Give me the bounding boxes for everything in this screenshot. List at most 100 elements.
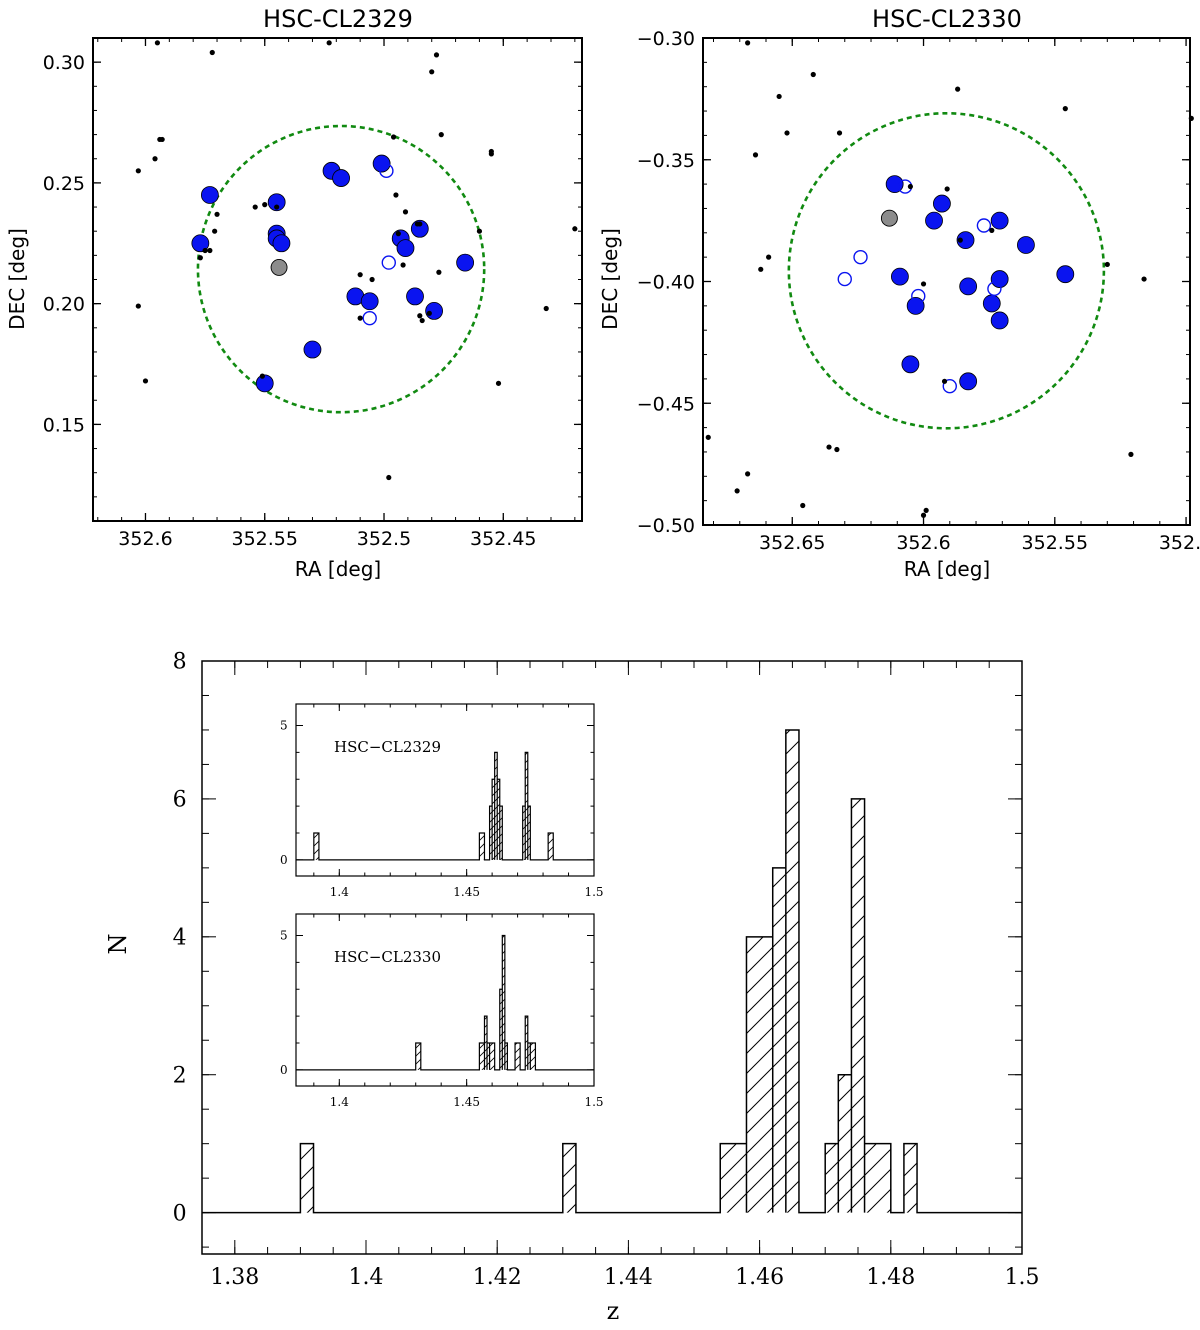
x-tick-label: 352.6 (118, 528, 172, 550)
member-galaxy-open-point (976, 218, 992, 233)
x-tick-label: 352.45 (470, 528, 536, 550)
field-galaxy-point (154, 40, 161, 46)
member-galaxy-point (990, 211, 1009, 230)
y-tick-label: −0.35 (637, 150, 695, 172)
field-galaxy-point (357, 315, 363, 321)
x-tick-label: 1.46 (735, 1265, 784, 1290)
y-tick-label: 0.15 (43, 414, 85, 436)
x-tick-label: 1.4 (330, 885, 349, 899)
member-galaxy-point (1056, 265, 1075, 284)
histogram-outline (202, 729, 1022, 1214)
field-galaxy-point (800, 502, 806, 509)
histogram-bar (494, 752, 498, 860)
field-galaxy-point (402, 209, 409, 215)
x-tick-label: 352.55 (232, 528, 298, 550)
member-galaxy-point (990, 270, 1009, 288)
field-galaxy-point (705, 434, 711, 440)
histogram-bar (527, 806, 531, 860)
field-galaxy-point (262, 202, 268, 208)
plot-frame (92, 37, 583, 522)
plot-frame (201, 660, 1023, 1255)
member-galaxy-open-point (853, 249, 868, 265)
histogram-bar (415, 1043, 421, 1070)
histogram-bar (530, 1043, 536, 1070)
x-tick-label: 1.45 (453, 885, 480, 899)
field-galaxy-point (142, 378, 149, 384)
panel-cl2330-xlabel: RA [deg] (904, 557, 990, 581)
field-galaxy-point (400, 262, 406, 268)
field-galaxy-point (152, 156, 158, 162)
x-tick-label: 1.42 (473, 1265, 522, 1290)
panel-histogram: 1.38 1.4 1.42 1.44 1.46 1.48 1.5 0 2 4 6 8 z N 1.4 1… (104, 650, 1040, 1325)
y-tick-label: 2 (173, 1063, 187, 1088)
field-galaxy-point (357, 272, 363, 278)
field-galaxy-point (274, 204, 280, 210)
member-galaxy-point (925, 211, 943, 230)
member-galaxy-point (406, 287, 424, 306)
y-tick-label: 8 (173, 650, 187, 675)
histogram-bar (785, 729, 799, 1213)
field-galaxy-point (1104, 261, 1110, 268)
histogram-bar (903, 1143, 918, 1213)
field-galaxy-point (135, 303, 141, 309)
x-tick-label: 1.38 (210, 1265, 259, 1290)
histogram-bar (527, 1043, 531, 1070)
member-galaxy-open-point (911, 288, 926, 304)
member-galaxy-point (959, 277, 978, 296)
member-galaxy-point (332, 169, 350, 187)
member-galaxy-point (1017, 236, 1035, 254)
member-galaxy-open-point (379, 163, 394, 179)
y-tick-label: 0.30 (43, 52, 85, 74)
histogram-bar (489, 806, 493, 860)
member-galaxy-point (901, 355, 920, 374)
x-tick-label: 352.65 (759, 532, 825, 554)
member-galaxy-open-point (381, 255, 396, 270)
field-galaxy-point (197, 255, 203, 261)
field-galaxy-point (923, 507, 929, 513)
histogram-ylabel: N (104, 934, 132, 955)
member-galaxy-point (425, 301, 444, 320)
y-tick-label: 0.20 (43, 294, 85, 316)
member-galaxy-point (891, 267, 909, 286)
histogram-bar (497, 779, 500, 860)
y-tick-label: 6 (173, 788, 187, 813)
panel-cl2329-title: HSC-CL2329 (263, 5, 413, 33)
histogram-bar (300, 1143, 314, 1213)
field-galaxy-point (488, 151, 494, 157)
member-galaxy-point (191, 234, 210, 253)
x-tick-label: 1.45 (453, 1095, 480, 1109)
member-galaxy-open-point (362, 310, 377, 326)
y-tick-label: 5 (280, 719, 288, 733)
x-tick-label: 352.5 (357, 528, 411, 550)
histogram-bar (838, 1074, 852, 1213)
cluster-radius-circle (196, 124, 486, 414)
member-galaxy-open-point (837, 271, 852, 287)
field-galaxy-point (386, 474, 392, 481)
field-galaxy-point (159, 136, 165, 143)
field-galaxy-point (212, 228, 218, 234)
field-galaxy-point (810, 71, 816, 78)
field-galaxy-point (369, 276, 375, 283)
histogram-bar (825, 1143, 839, 1213)
histogram-bar (499, 989, 503, 1070)
y-tick-label: 5 (280, 929, 288, 943)
y-tick-label: −0.40 (637, 272, 695, 294)
x-tick-label: 1.5 (1005, 1265, 1040, 1290)
y-tick-label: 0 (280, 853, 288, 867)
member-galaxy-point (933, 194, 951, 213)
bcg-point (270, 258, 288, 276)
member-galaxy-point (372, 154, 391, 173)
field-galaxy-point (426, 310, 432, 316)
panel-cl2330-title: HSC-CL2330 (872, 5, 1022, 33)
panel-cl2330-ylabel: DEC [deg] (598, 228, 622, 330)
member-galaxy-point (267, 193, 286, 212)
member-galaxy-point (990, 311, 1009, 330)
field-galaxy-point (784, 130, 790, 136)
x-tick-label: 1.44 (604, 1265, 653, 1290)
member-galaxy-open-point (987, 281, 1002, 297)
field-galaxy-point (1062, 106, 1068, 112)
field-galaxy-point (766, 254, 772, 260)
field-galaxy-point (955, 86, 961, 92)
field-galaxy-point (1128, 451, 1134, 457)
histogram-bar (479, 1043, 485, 1070)
